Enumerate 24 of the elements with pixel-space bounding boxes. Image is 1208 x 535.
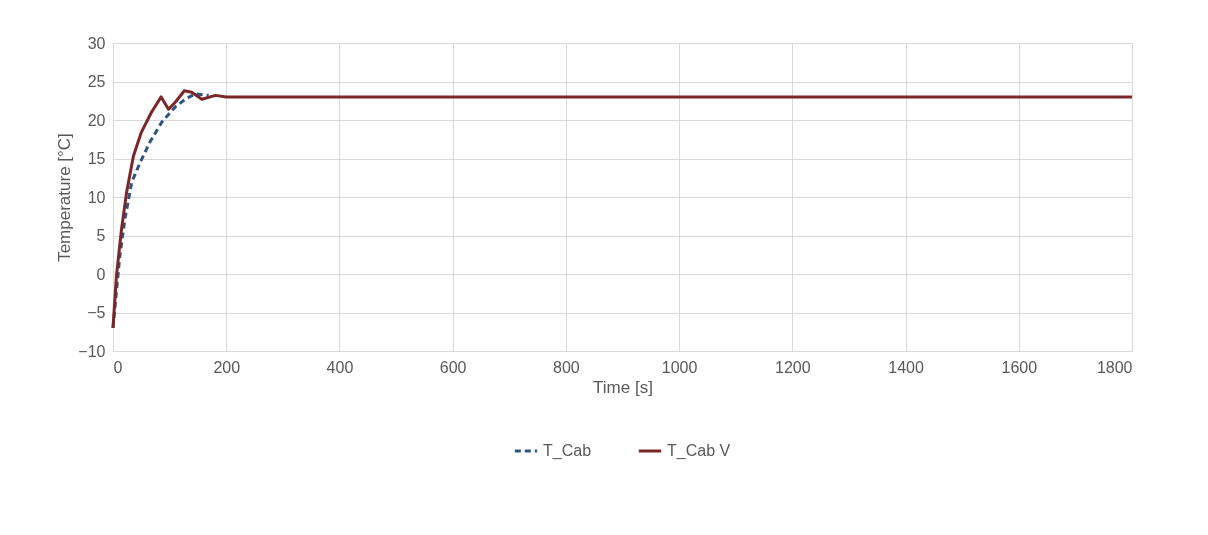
y-tick-label: 25 — [87, 73, 106, 90]
y-tick-label: 20 — [87, 111, 106, 129]
legend-label: T_Cab V — [667, 442, 731, 460]
legend-label: T_Cab — [543, 442, 592, 460]
x-tick-label: 1400 — [888, 358, 924, 376]
x-tick-label: 600 — [439, 358, 467, 376]
y-tick-label: 5 — [96, 227, 106, 244]
y-tick-label: 0 — [96, 265, 106, 283]
line-series — [111, 89, 1134, 330]
x-tick-label: 200 — [213, 358, 241, 376]
x-tick-label: 1200 — [775, 358, 811, 376]
y-tick-label: 15 — [87, 150, 106, 167]
x-axis-title: Time [s] — [593, 377, 653, 397]
y-tick-label: 30 — [87, 34, 106, 52]
y-tick-label: 10 — [87, 188, 106, 206]
x-tick-label: 800 — [553, 358, 580, 376]
x-tick-label: 1000 — [661, 358, 698, 376]
y-tick-label: −5 — [87, 304, 106, 321]
x-tick-label: 1800 — [1096, 358, 1133, 376]
x-tick-label: 1600 — [1001, 358, 1038, 376]
y-axis-title: Temperature [°C] — [55, 133, 75, 262]
x-tick-label: 400 — [326, 358, 354, 376]
y-tick-label: −10 — [78, 342, 106, 360]
x-tick-label: 0 — [113, 358, 123, 376]
